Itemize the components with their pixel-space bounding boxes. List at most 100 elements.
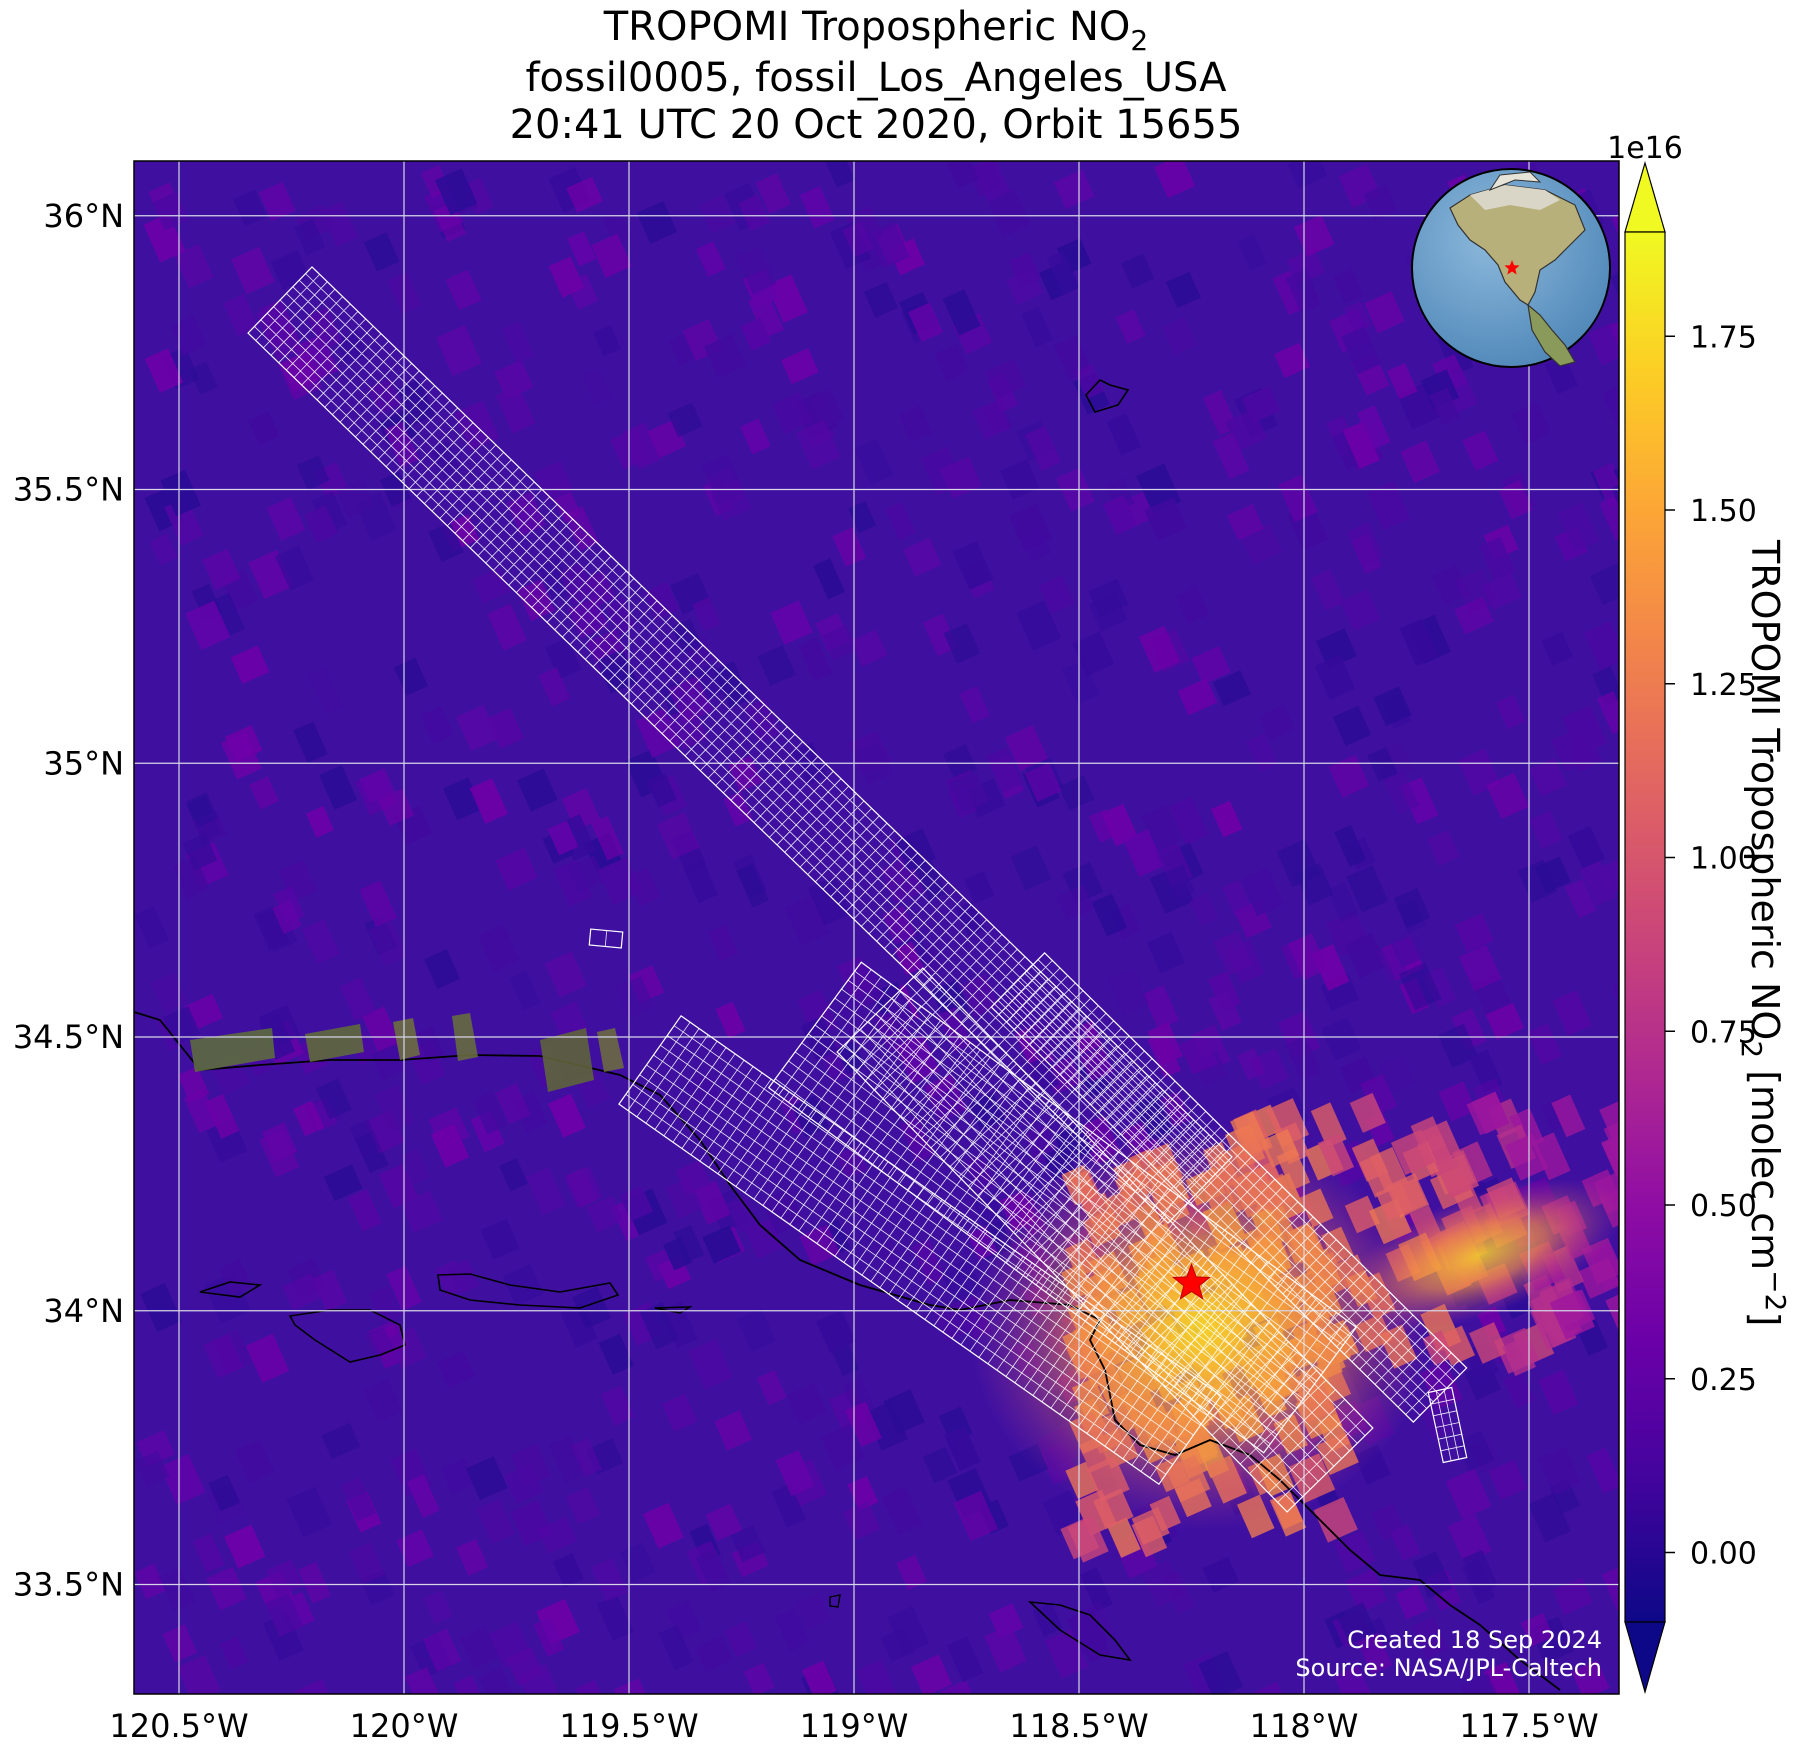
latitude-tick-label: 34.5°N xyxy=(13,1018,124,1056)
no2-pixel xyxy=(1266,1098,1310,1147)
no2-pixel xyxy=(842,221,874,258)
no2-pixel xyxy=(1174,585,1210,625)
no2-pixel xyxy=(1332,705,1372,747)
no2-pixel xyxy=(162,1624,198,1663)
no2-pixel xyxy=(1177,678,1218,716)
no2-pixel xyxy=(152,191,189,231)
footprint-strip-center xyxy=(767,961,1358,1454)
no2-pixel xyxy=(518,1663,560,1694)
footprint-strip-south xyxy=(836,967,1374,1513)
no2-pixel xyxy=(1010,845,1052,891)
no2-pixel xyxy=(744,1217,784,1259)
no2-pixel xyxy=(249,776,279,810)
no2-pixel xyxy=(1241,385,1281,424)
no2-pixel xyxy=(1462,430,1499,471)
no2-pixel xyxy=(590,815,625,861)
no2-pixel xyxy=(1237,234,1267,271)
no2-pixel xyxy=(1106,413,1142,456)
no2-pixel xyxy=(1602,381,1619,427)
no2-pixel xyxy=(293,721,328,764)
no2-pixel xyxy=(591,233,632,278)
no2-pixel xyxy=(1434,1150,1480,1199)
no2-pixel xyxy=(613,1678,652,1694)
no2-pixel xyxy=(1367,746,1398,782)
no2-pixel xyxy=(1592,462,1619,508)
no2-pixel xyxy=(766,274,808,323)
no2-pixel xyxy=(910,1654,953,1694)
no2-pixel xyxy=(1455,568,1499,616)
no2-pixel xyxy=(1191,645,1231,685)
no2-pixel xyxy=(455,704,499,751)
no2-pixel xyxy=(1107,1517,1141,1558)
no2-pixel xyxy=(600,1385,635,1426)
no2-pixel xyxy=(1144,497,1188,542)
no2-pixel xyxy=(1438,1081,1477,1122)
no2-pixel xyxy=(738,194,771,231)
no2-pixel xyxy=(472,1091,508,1135)
no2-pixel xyxy=(643,582,680,620)
no2-pixel xyxy=(1198,1651,1244,1694)
no2-pixel xyxy=(393,657,429,696)
no2-pixel xyxy=(943,622,981,664)
no2-pixel xyxy=(1544,356,1579,395)
no2-pixel xyxy=(702,1225,742,1264)
no2-pixel xyxy=(478,1667,515,1694)
no2-pixel xyxy=(1328,754,1370,798)
no2-pixel xyxy=(1605,1292,1619,1339)
colorbar-tick-label: 1.50 xyxy=(1690,494,1757,529)
no2-pixel xyxy=(959,685,991,724)
no2-pixel xyxy=(1115,309,1146,344)
no2-pixel xyxy=(517,768,558,812)
no2-pixel xyxy=(567,596,609,639)
longitude-tick-label: 118.5°W xyxy=(1009,1707,1148,1744)
no2-pixel xyxy=(825,161,855,188)
no2-pixel xyxy=(1189,892,1219,926)
no2-pixel xyxy=(1340,589,1381,631)
no2-pixel xyxy=(533,460,575,503)
no2-pixel xyxy=(775,1449,815,1497)
no2-pixel xyxy=(1391,1129,1436,1176)
no2-pixel xyxy=(134,905,170,949)
no2-pixel xyxy=(149,533,178,566)
no2-pixel xyxy=(786,1382,828,1425)
no2-pixel xyxy=(498,1158,528,1192)
no2-pixel xyxy=(850,629,888,667)
no2-pixel xyxy=(908,302,943,342)
map-frame xyxy=(133,160,1620,1695)
no2-pixel xyxy=(675,1159,712,1196)
no2-pixel xyxy=(987,189,1031,237)
credit-source: Source: NASA/JPL-Caltech xyxy=(1295,1654,1602,1682)
no2-pixel xyxy=(406,1474,440,1518)
no2-pixel xyxy=(262,1612,304,1662)
no2-pixel xyxy=(348,1542,385,1585)
no2-pixel xyxy=(1412,1551,1453,1599)
no2-pixel xyxy=(1538,1369,1579,1416)
no2-pixel xyxy=(1074,364,1105,400)
no2-pixel xyxy=(940,1258,983,1303)
no2-pixel xyxy=(1044,1628,1089,1679)
no2-pixel xyxy=(1295,863,1334,906)
no2-pixel xyxy=(1562,705,1608,756)
no2-pixel xyxy=(774,1608,811,1652)
no2-pixel xyxy=(984,1624,1027,1673)
no2-pixel xyxy=(1213,930,1253,976)
no2-pixel xyxy=(387,1326,427,1369)
no2-pixel xyxy=(275,545,315,591)
no2-pixel xyxy=(1146,931,1185,974)
no2-pixel xyxy=(1123,829,1165,877)
no2-pixel xyxy=(1141,804,1183,852)
no2-pixel xyxy=(172,856,210,899)
longitude-tick-label: 120°W xyxy=(350,1707,459,1744)
no2-pixel xyxy=(714,1410,753,1451)
no2-pixel xyxy=(463,177,494,215)
no2-pixel xyxy=(598,1333,634,1375)
no2-pixel xyxy=(566,231,597,267)
no2-pixel xyxy=(282,1273,322,1311)
no2-pixel xyxy=(459,1626,499,1669)
no2-pixel xyxy=(707,924,739,962)
no2-pixel xyxy=(433,202,467,242)
no2-pixel xyxy=(1102,495,1138,536)
no2-pixel xyxy=(233,189,268,227)
no2-pixel xyxy=(396,1529,434,1568)
no2-pixel xyxy=(538,667,571,707)
